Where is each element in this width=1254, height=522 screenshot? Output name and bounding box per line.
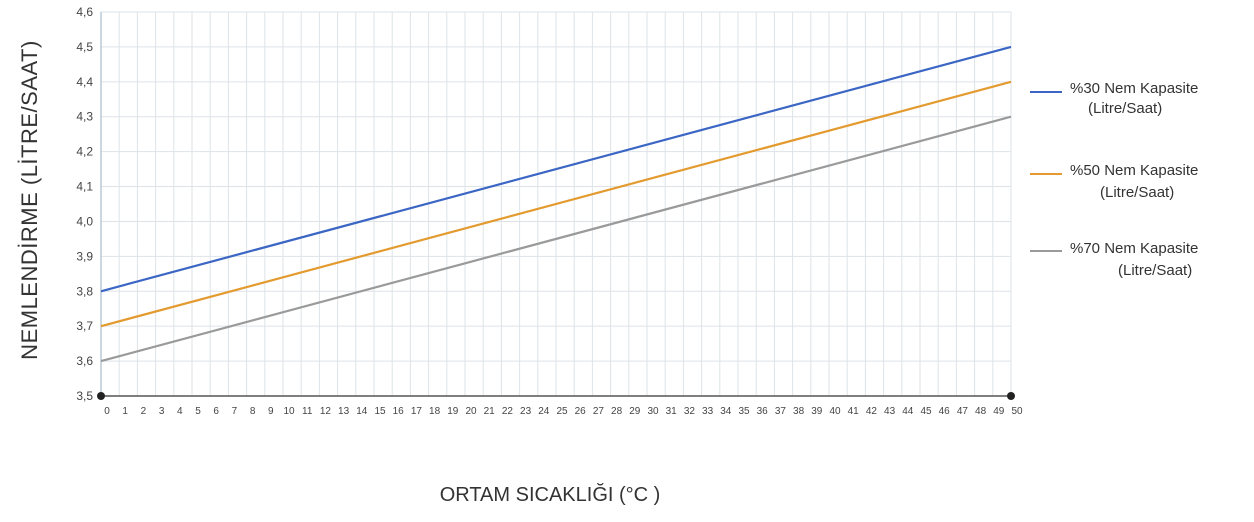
x-tick-label: 17 (411, 406, 423, 417)
x-tick-label: 39 (811, 406, 823, 417)
legend-swatch-30 (1030, 91, 1062, 93)
x-tick-label: 34 (720, 406, 732, 417)
x-tick-label: 9 (268, 406, 274, 417)
legend-swatch-50 (1030, 173, 1062, 175)
y-tick-label: 4,4 (76, 75, 93, 89)
y-axis-label: NEMLENDİRME (LİTRE/SAAT) (17, 40, 42, 360)
x-tick-label: 15 (374, 406, 386, 417)
x-tick-label: 3 (159, 406, 165, 417)
y-tick-label: 4,6 (76, 5, 93, 19)
y-tick-label: 3,6 (76, 354, 93, 368)
legend-name-50: %50 Nem Kapasite (1070, 162, 1199, 179)
y-tick-label: 4,3 (76, 110, 93, 124)
x-tick-label: 47 (957, 406, 969, 417)
x-tick-label: 29 (629, 406, 641, 417)
x-tick-label: 28 (611, 406, 623, 417)
x-tick-label: 12 (320, 406, 332, 417)
x-tick-label: 11 (302, 406, 313, 417)
y-tick-label: 4,5 (76, 40, 93, 54)
legend-name-30: %30 Nem Kapasite (1070, 80, 1199, 97)
x-tick-label: 20 (465, 406, 477, 417)
x-tick-label: 27 (593, 406, 605, 417)
x-tick-label: 32 (684, 406, 696, 417)
x-tick-label: 14 (356, 406, 368, 417)
x-axis-start-dot (97, 392, 105, 400)
x-tick-label: 43 (884, 406, 896, 417)
x-axis-label: ORTAM SICAKLIĞI (°C ) (439, 484, 661, 506)
x-tick-label: 13 (338, 406, 350, 417)
x-tick-label: 33 (702, 406, 714, 417)
x-tick-label: 25 (556, 406, 568, 417)
x-tick-label: 4 (177, 406, 183, 417)
y-tick-label: 4,1 (76, 180, 93, 194)
x-tick-label: 6 (213, 406, 219, 417)
series-line-0 (100, 45, 1012, 293)
x-tick-label: 42 (866, 406, 878, 417)
x-axis-end-dot (1007, 392, 1015, 400)
x-tick-label: 50 (1011, 406, 1023, 417)
x-tick-label: 26 (575, 406, 587, 417)
y-tick-label: 3,8 (76, 284, 93, 298)
x-tick-label: 48 (975, 406, 987, 417)
x-tick-label: 31 (666, 406, 678, 417)
x-tick-label: 0 (104, 406, 110, 417)
x-tick-label: 16 (393, 406, 405, 417)
x-tick-label: 24 (538, 406, 550, 417)
series-line-2 (100, 115, 1012, 363)
y-axis-label-container: NEMLENDİRME (LİTRE/SAAT) (0, 0, 60, 400)
x-tick-label: 18 (429, 406, 441, 417)
x-tick-label: 46 (939, 406, 951, 417)
x-tick-label: 38 (793, 406, 805, 417)
x-tick-label: 36 (757, 406, 769, 417)
x-tick-label: 40 (829, 406, 841, 417)
y-tick-label: 4,2 (76, 145, 93, 159)
x-tick-label: 45 (920, 406, 932, 417)
x-tick-label: 35 (738, 406, 750, 417)
y-tick-label: 3,9 (76, 249, 93, 263)
y-tick-label: 4,0 (76, 214, 93, 228)
x-tick-label: 5 (195, 406, 201, 417)
x-tick-label: 41 (848, 406, 860, 417)
legend-unit-50: (Litre/Saat) (1100, 184, 1175, 201)
y-tick-label: 3,5 (76, 389, 93, 403)
x-tick-label: 2 (141, 406, 147, 417)
x-tick-label: 8 (250, 406, 256, 417)
x-tick-label: 44 (902, 406, 914, 417)
x-tick-label: 10 (283, 406, 295, 417)
x-tick-label: 49 (993, 406, 1005, 417)
legend-swatch-70 (1030, 250, 1062, 252)
legend-unit-30: (Litre/Saat) (1088, 100, 1163, 117)
legend-name-70: %70 Nem Kapasite (1070, 240, 1199, 257)
series-line-1 (100, 80, 1012, 328)
x-tick-label: 37 (775, 406, 787, 417)
x-tick-label: 1 (122, 406, 128, 417)
y-tick-label: 3,7 (76, 319, 93, 333)
x-tick-label: 23 (520, 406, 532, 417)
legend-unit-70: (Litre/Saat) (1118, 262, 1193, 279)
x-tick-label: 19 (447, 406, 459, 417)
x-tick-label: 7 (232, 406, 238, 417)
x-tick-label: 30 (647, 406, 659, 417)
x-tick-label: 21 (484, 406, 496, 417)
x-tick-label: 22 (502, 406, 514, 417)
